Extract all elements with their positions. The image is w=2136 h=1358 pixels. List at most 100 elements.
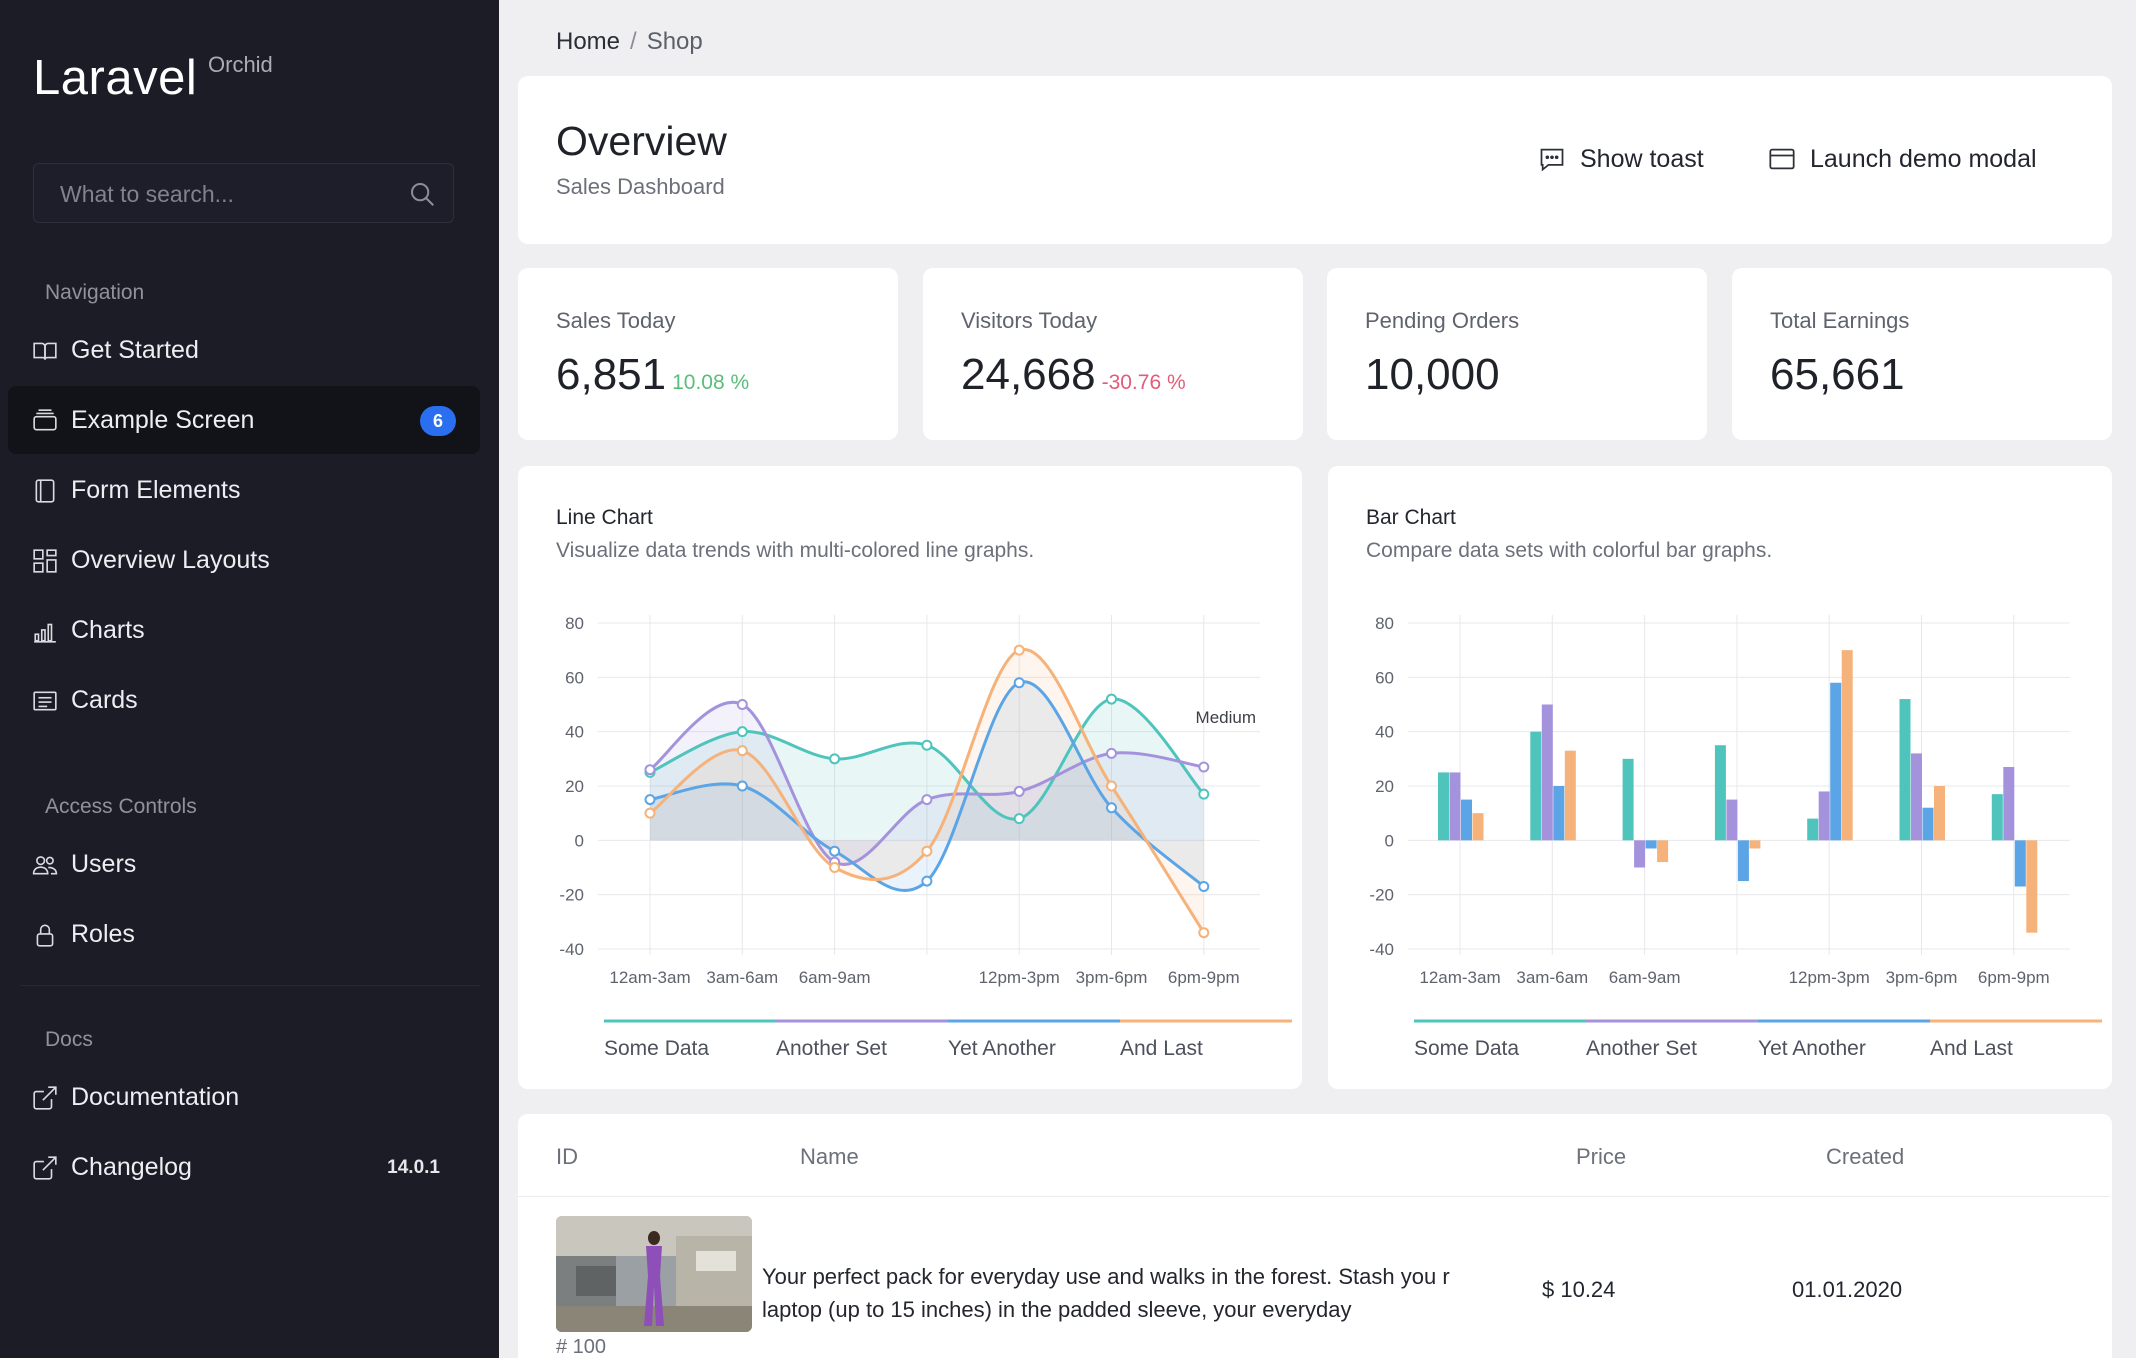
y-tick-label: -40: [559, 940, 584, 959]
legend-item: And Last: [1930, 1037, 2013, 1060]
data-point: [1106, 693, 1117, 705]
external-link-icon: [33, 1086, 57, 1110]
y-tick-label: -40: [1369, 940, 1394, 959]
window-icon: [1769, 148, 1795, 170]
data-point: [736, 726, 748, 738]
legend-item: Some Data: [1414, 1037, 1519, 1060]
breadcrumb-current: Shop: [646, 28, 703, 55]
bar: [1645, 840, 1657, 849]
data-point: [1106, 802, 1117, 814]
bar: [1737, 840, 1749, 882]
data-point: [1198, 881, 1210, 893]
bar: [1657, 840, 1669, 863]
show-toast-button[interactable]: Show toast: [1538, 139, 1704, 179]
brand-subtitle: Orchid: [208, 52, 273, 77]
sidebar-item-cards[interactable]: Cards: [8, 666, 480, 734]
section-access-controls: Access Controls: [45, 795, 197, 818]
sidebar-divider: [20, 985, 480, 986]
sidebar-item-label: Documentation: [71, 1083, 240, 1111]
y-tick-label: 40: [565, 723, 584, 742]
x-tick-label: 6pm-9pm: [1168, 968, 1240, 987]
bar: [1749, 840, 1761, 849]
bar: [1818, 791, 1830, 841]
legend-item: Another Set: [1586, 1037, 1697, 1060]
bar: [1553, 786, 1565, 841]
bar: [1841, 650, 1853, 841]
y-tick-label: 60: [565, 668, 584, 687]
brand-logo[interactable]: Laravel: [33, 51, 198, 105]
row-id: # 100: [556, 1336, 607, 1358]
breadcrumb-home[interactable]: Home: [556, 28, 621, 55]
book-icon: [33, 342, 57, 360]
chart-title: Line Chart: [556, 506, 653, 529]
search-icon[interactable]: [407, 179, 437, 209]
sidebar-item-label: Example Screen: [71, 406, 255, 434]
data-point: [829, 862, 841, 873]
bar: [2014, 840, 2026, 887]
row-price: $ 10.24: [1542, 1277, 1616, 1302]
data-point: [921, 739, 933, 751]
data-point: [1198, 788, 1210, 800]
row-name[interactable]: Your perfect pack for everyday use and w…: [762, 1264, 1450, 1322]
launch-demo-modal-button[interactable]: Launch demo modal: [1768, 139, 2037, 179]
metric-card-total-earnings: Total Earnings 65,661: [1732, 268, 2112, 440]
column-header-created[interactable]: Created: [1826, 1144, 1905, 1169]
bar: [1714, 745, 1726, 841]
sidebar-item-users[interactable]: Users: [8, 830, 480, 898]
row-created: 01.01.2020: [1792, 1277, 1903, 1302]
chart-title: Bar Chart: [1366, 506, 1456, 529]
chart-annotation: Medium: [1196, 708, 1256, 727]
metric-card-sales-today: Sales Today 6,851 10.08 %: [518, 268, 898, 440]
grid-icon: [33, 549, 57, 573]
sidebar-item-charts[interactable]: Charts: [8, 596, 480, 664]
column-header-price[interactable]: Price: [1576, 1144, 1627, 1169]
metric-value-wrap: 6,851 10.08 %: [556, 350, 749, 400]
x-tick-label: 3am-6am: [706, 968, 778, 987]
bar: [1622, 758, 1634, 841]
sidebar-item-form-elements[interactable]: Form Elements: [8, 456, 480, 524]
page-title: Overview: [556, 118, 727, 164]
sidebar-item-changelog[interactable]: Changelog 14.0.1: [8, 1133, 480, 1201]
column-header-id[interactable]: ID: [556, 1144, 578, 1169]
external-link-icon: [33, 1156, 57, 1180]
product-thumbnail[interactable]: [556, 1216, 752, 1332]
data-point: [1198, 761, 1210, 773]
x-tick-label: 6am-9am: [1609, 968, 1681, 987]
data-point: [921, 845, 933, 857]
show-toast-label: Show toast: [1580, 144, 1704, 173]
sidebar: Laravel Orchid What to search... Navigat…: [0, 0, 499, 1358]
bar: [1991, 794, 2003, 841]
data-point: [1106, 747, 1117, 759]
legend-item: Yet Another: [1758, 1037, 1866, 1060]
card-icon: [33, 691, 57, 711]
y-tick-label: 0: [575, 831, 584, 850]
search-input[interactable]: What to search...: [33, 163, 454, 223]
bar: [1934, 786, 1945, 841]
metric-value-wrap: 24,668 -30.76 %: [961, 350, 1186, 400]
sidebar-item-example-screen[interactable]: Example Screen 6: [8, 386, 480, 454]
bar: [1634, 840, 1646, 868]
version-label: 14.0.1: [387, 1157, 440, 1178]
data-point: [1013, 677, 1025, 689]
metric-label: Pending Orders: [1365, 308, 1520, 333]
column-header-name[interactable]: Name: [800, 1144, 859, 1169]
chart-subtitle: Visualize data trends with multi-colored…: [556, 539, 1035, 562]
y-tick-label: 80: [565, 614, 584, 633]
bar: [1541, 704, 1553, 841]
sidebar-item-get-started[interactable]: Get Started: [8, 316, 480, 384]
data-point: [644, 764, 656, 776]
form-icon: [35, 479, 55, 503]
bar-chart-icon: [34, 623, 56, 643]
data-point: [1198, 927, 1210, 939]
sidebar-item-roles[interactable]: Roles: [8, 900, 480, 968]
bar: [2026, 840, 2038, 933]
metric-value: 65,661: [1770, 350, 1905, 399]
sidebar-item-documentation[interactable]: Documentation: [8, 1063, 480, 1131]
sidebar-item-label: Users: [71, 850, 137, 878]
sidebar-item-overview-layouts[interactable]: Overview Layouts: [8, 526, 480, 594]
section-navigation: Navigation: [45, 281, 145, 304]
metric-label: Total Earnings: [1770, 308, 1910, 333]
metric-label: Visitors Today: [961, 308, 1098, 333]
bar: [1726, 799, 1738, 841]
bar: [1830, 682, 1842, 841]
